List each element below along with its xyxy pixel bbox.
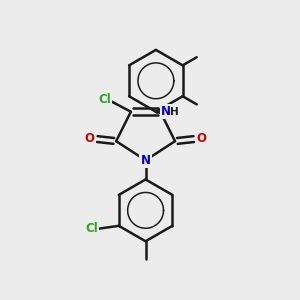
- Text: N: N: [161, 105, 171, 118]
- Text: N: N: [141, 154, 151, 167]
- Text: O: O: [85, 132, 94, 145]
- Text: Cl: Cl: [98, 93, 111, 106]
- Text: H: H: [170, 107, 179, 117]
- Text: Cl: Cl: [85, 222, 98, 235]
- Text: O: O: [196, 132, 206, 145]
